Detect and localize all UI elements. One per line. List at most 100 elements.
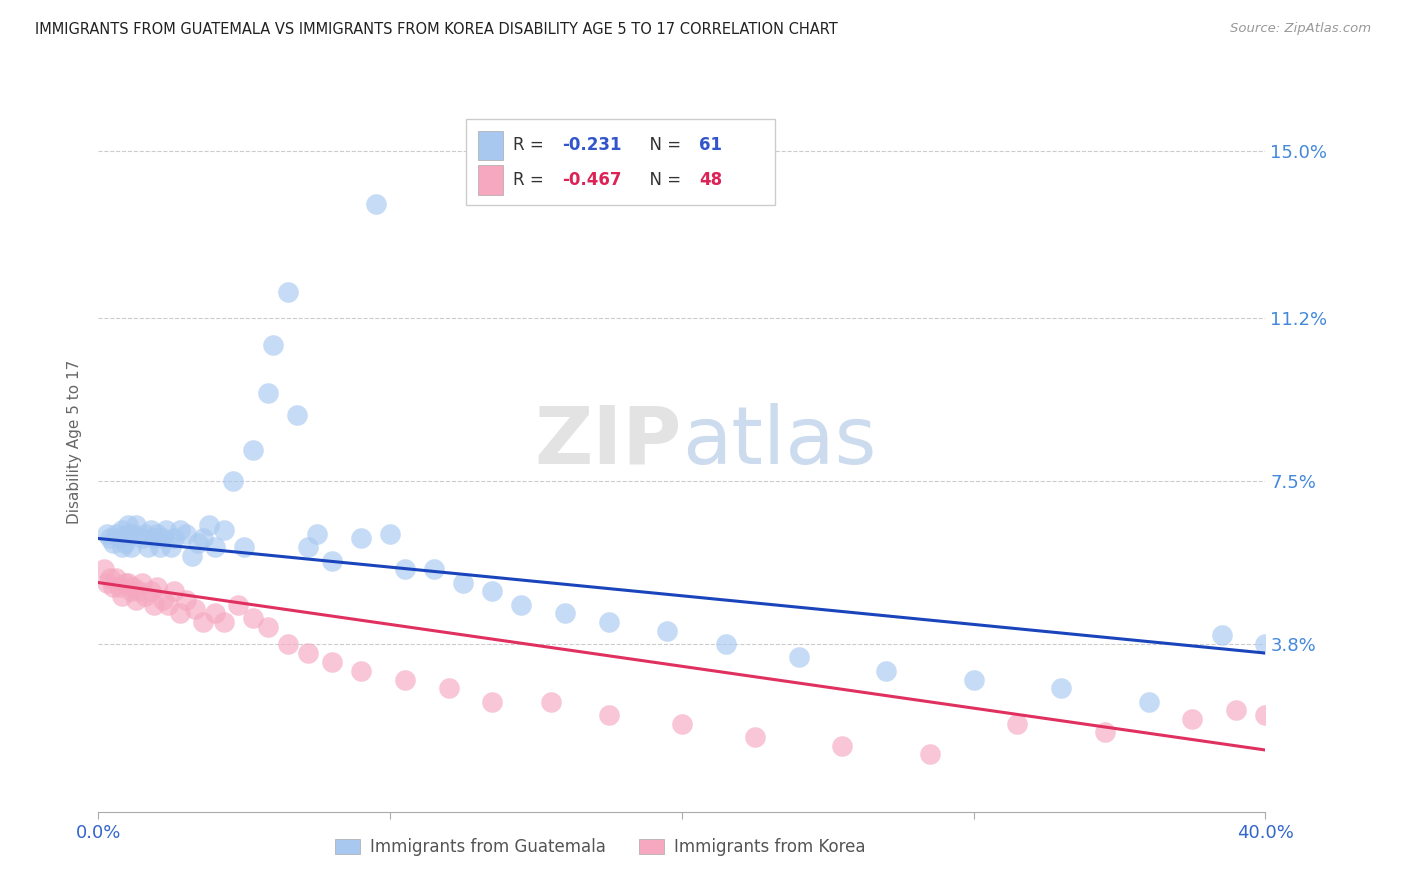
Text: -0.231: -0.231 (562, 136, 621, 154)
Immigrants from Guatemala (481, 584, 503, 599)
Immigrants from Korea (228, 598, 250, 612)
Text: atlas: atlas (682, 402, 876, 481)
Immigrants from Korea (96, 575, 118, 590)
Immigrants from Guatemala (198, 518, 221, 533)
Text: Source: ZipAtlas.com: Source: ZipAtlas.com (1230, 22, 1371, 36)
Immigrants from Guatemala (285, 408, 308, 422)
Immigrants from Korea (114, 575, 136, 590)
Immigrants from Korea (93, 562, 115, 576)
Immigrants from Korea (242, 611, 264, 625)
Text: 48: 48 (699, 171, 723, 189)
Text: IMMIGRANTS FROM GUATEMALA VS IMMIGRANTS FROM KOREA DISABILITY AGE 5 TO 17 CORREL: IMMIGRANTS FROM GUATEMALA VS IMMIGRANTS … (35, 22, 838, 37)
Immigrants from Guatemala (242, 443, 264, 458)
Immigrants from Korea (671, 716, 693, 731)
Immigrants from Guatemala (149, 541, 172, 555)
Immigrants from Guatemala (256, 386, 278, 401)
Immigrants from Korea (117, 575, 139, 590)
Immigrants from Korea (122, 580, 145, 594)
Immigrants from Guatemala (380, 527, 402, 541)
Immigrants from Korea (321, 655, 343, 669)
Immigrants from Korea (134, 589, 156, 603)
Immigrants from Guatemala (163, 532, 186, 546)
Immigrants from Guatemala (262, 337, 284, 351)
Immigrants from Korea (918, 747, 941, 762)
Immigrants from Guatemala (114, 536, 136, 550)
Immigrants from Guatemala (96, 527, 118, 541)
Immigrants from Korea (204, 607, 226, 621)
Immigrants from Korea (163, 584, 186, 599)
Immigrants from Guatemala (221, 474, 243, 488)
Immigrants from Guatemala (598, 615, 620, 630)
Immigrants from Korea (108, 580, 131, 594)
Immigrants from Guatemala (160, 541, 183, 555)
Text: ZIP: ZIP (534, 402, 682, 481)
Immigrants from Korea (125, 593, 148, 607)
Immigrants from Guatemala (212, 523, 235, 537)
Immigrants from Guatemala (117, 527, 139, 541)
Immigrants from Guatemala (510, 598, 533, 612)
Immigrants from Guatemala (1137, 694, 1160, 708)
Immigrants from Guatemala (111, 523, 134, 537)
Immigrants from Korea (111, 589, 134, 603)
Immigrants from Korea (350, 664, 373, 678)
Immigrants from Guatemala (307, 527, 329, 541)
Immigrants from Korea (120, 584, 142, 599)
Text: R =: R = (513, 171, 548, 189)
Immigrants from Guatemala (169, 523, 191, 537)
Immigrants from Guatemala (1254, 637, 1277, 651)
Immigrants from Guatemala (714, 637, 737, 651)
Immigrants from Guatemala (193, 532, 215, 546)
Immigrants from Korea (1225, 703, 1247, 717)
Immigrants from Guatemala (134, 527, 156, 541)
Immigrants from Korea (297, 646, 319, 660)
Immigrants from Korea (1007, 716, 1029, 731)
Immigrants from Guatemala (1050, 681, 1073, 696)
Text: 61: 61 (699, 136, 723, 154)
Immigrants from Korea (831, 739, 853, 753)
Immigrants from Guatemala (120, 541, 142, 555)
Immigrants from Korea (139, 584, 162, 599)
Immigrants from Guatemala (204, 541, 226, 555)
Immigrants from Korea (98, 571, 121, 585)
Immigrants from Guatemala (131, 532, 153, 546)
Immigrants from Guatemala (451, 575, 474, 590)
Immigrants from Guatemala (108, 532, 131, 546)
Immigrants from Guatemala (297, 541, 319, 555)
Immigrants from Korea (540, 694, 562, 708)
Immigrants from Guatemala (180, 549, 202, 563)
Immigrants from Guatemala (98, 532, 121, 546)
Immigrants from Korea (142, 598, 165, 612)
Immigrants from Korea (157, 598, 180, 612)
Immigrants from Guatemala (321, 553, 343, 567)
Immigrants from Guatemala (875, 664, 897, 678)
Immigrants from Korea (128, 584, 150, 599)
Immigrants from Korea (193, 615, 215, 630)
Immigrants from Korea (277, 637, 299, 651)
Immigrants from Korea (104, 571, 127, 585)
Immigrants from Korea (1181, 712, 1204, 726)
Text: N =: N = (638, 136, 686, 154)
Immigrants from Korea (212, 615, 235, 630)
FancyBboxPatch shape (478, 165, 503, 195)
Y-axis label: Disability Age 5 to 17: Disability Age 5 to 17 (67, 359, 83, 524)
Immigrants from Guatemala (104, 527, 127, 541)
Immigrants from Korea (481, 694, 503, 708)
Immigrants from Guatemala (152, 532, 174, 546)
Immigrants from Korea (183, 602, 205, 616)
Immigrants from Guatemala (657, 624, 679, 638)
Immigrants from Guatemala (1211, 628, 1233, 642)
Immigrants from Korea (152, 593, 174, 607)
Immigrants from Korea (169, 607, 191, 621)
Immigrants from Korea (256, 619, 278, 633)
Immigrants from Guatemala (125, 518, 148, 533)
Immigrants from Guatemala (394, 562, 416, 576)
Immigrants from Korea (1094, 725, 1116, 739)
Legend: Immigrants from Guatemala, Immigrants from Korea: Immigrants from Guatemala, Immigrants fr… (328, 831, 872, 863)
Immigrants from Guatemala (136, 541, 159, 555)
Text: -0.467: -0.467 (562, 171, 621, 189)
Immigrants from Guatemala (554, 607, 576, 621)
Immigrants from Guatemala (787, 650, 810, 665)
Immigrants from Korea (174, 593, 197, 607)
Immigrants from Guatemala (174, 527, 197, 541)
Immigrants from Guatemala (277, 285, 299, 299)
